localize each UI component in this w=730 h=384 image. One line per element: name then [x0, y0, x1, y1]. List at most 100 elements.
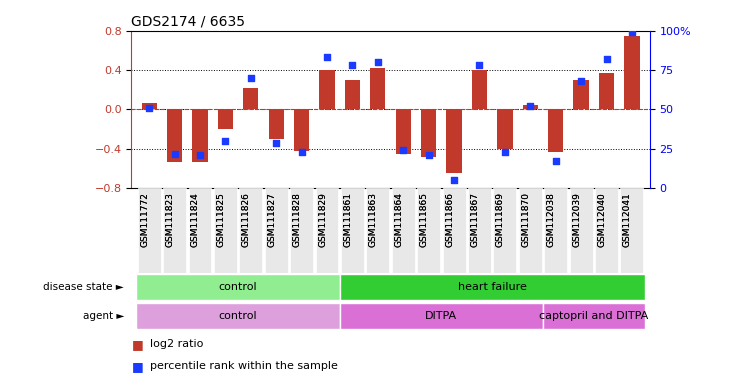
Point	[321, 55, 333, 61]
Text: GSM111772: GSM111772	[140, 192, 149, 247]
Text: GSM112040: GSM112040	[598, 192, 607, 247]
Point	[245, 75, 257, 81]
FancyBboxPatch shape	[164, 188, 186, 273]
Point	[448, 177, 460, 183]
FancyBboxPatch shape	[291, 188, 313, 273]
FancyBboxPatch shape	[339, 274, 645, 300]
Bar	[142, 103, 157, 109]
Text: GSM111864: GSM111864	[394, 192, 403, 247]
FancyBboxPatch shape	[620, 188, 643, 273]
Text: GSM112040: GSM112040	[598, 192, 607, 247]
Bar	[193, 109, 207, 162]
FancyBboxPatch shape	[366, 188, 389, 273]
FancyBboxPatch shape	[339, 303, 543, 329]
Text: control: control	[219, 311, 258, 321]
Text: GSM111866: GSM111866	[445, 192, 454, 247]
Bar	[294, 109, 310, 151]
Text: GSM111863: GSM111863	[369, 192, 378, 247]
Text: GSM111863: GSM111863	[369, 192, 378, 247]
Text: GSM111865: GSM111865	[420, 192, 429, 247]
Text: GSM111869: GSM111869	[496, 192, 505, 247]
FancyBboxPatch shape	[442, 188, 466, 273]
Text: control: control	[219, 282, 258, 292]
FancyBboxPatch shape	[468, 188, 491, 273]
Text: heart failure: heart failure	[458, 282, 526, 292]
FancyBboxPatch shape	[595, 188, 618, 273]
Text: ■: ■	[131, 360, 143, 373]
Bar	[167, 109, 182, 162]
Bar	[497, 109, 512, 149]
Point	[474, 62, 485, 68]
FancyBboxPatch shape	[137, 274, 339, 300]
Text: GSM111864: GSM111864	[394, 192, 403, 247]
Text: GSM111870: GSM111870	[521, 192, 530, 247]
Text: GSM111823: GSM111823	[166, 192, 174, 247]
Text: disease state ►: disease state ►	[43, 282, 124, 292]
Text: GSM111865: GSM111865	[420, 192, 429, 247]
FancyBboxPatch shape	[519, 188, 542, 273]
Text: GSM111829: GSM111829	[318, 192, 327, 247]
Point	[397, 147, 409, 154]
Bar	[472, 70, 487, 109]
Text: ■: ■	[131, 338, 143, 351]
Point	[169, 151, 180, 157]
Point	[499, 149, 511, 155]
Bar	[396, 109, 411, 154]
Text: GSM112038: GSM112038	[547, 192, 556, 247]
Bar	[574, 80, 588, 109]
Bar	[320, 70, 334, 109]
Text: captopril and DITPA: captopril and DITPA	[539, 311, 648, 321]
FancyBboxPatch shape	[569, 188, 593, 273]
Bar	[370, 68, 385, 109]
Text: GSM111867: GSM111867	[470, 192, 480, 247]
Text: GSM111824: GSM111824	[191, 192, 200, 247]
Text: GSM111825: GSM111825	[216, 192, 226, 247]
Text: agent ►: agent ►	[82, 311, 124, 321]
Point	[524, 103, 536, 109]
FancyBboxPatch shape	[315, 188, 339, 273]
Text: GSM111828: GSM111828	[293, 192, 301, 247]
Bar	[624, 36, 639, 109]
Text: GSM111826: GSM111826	[242, 192, 251, 247]
Point	[143, 105, 155, 111]
Text: GSM112041: GSM112041	[623, 192, 632, 247]
Text: GDS2174 / 6635: GDS2174 / 6635	[131, 14, 245, 28]
FancyBboxPatch shape	[239, 188, 262, 273]
Text: GSM112038: GSM112038	[547, 192, 556, 247]
Text: log2 ratio: log2 ratio	[150, 339, 203, 349]
Point	[575, 78, 587, 84]
Point	[423, 152, 434, 158]
Point	[372, 59, 384, 65]
FancyBboxPatch shape	[545, 188, 567, 273]
Text: GSM112039: GSM112039	[572, 192, 581, 247]
Point	[626, 29, 638, 35]
Bar	[243, 88, 258, 109]
Text: GSM112039: GSM112039	[572, 192, 581, 247]
Bar	[447, 109, 461, 174]
Text: GSM111823: GSM111823	[166, 192, 174, 247]
Bar	[548, 109, 564, 152]
FancyBboxPatch shape	[418, 188, 440, 273]
Text: GSM111861: GSM111861	[343, 192, 353, 247]
Text: GSM111861: GSM111861	[343, 192, 353, 247]
Bar	[421, 109, 437, 157]
FancyBboxPatch shape	[341, 188, 364, 273]
FancyBboxPatch shape	[188, 188, 212, 273]
Point	[270, 139, 282, 146]
Text: GSM111825: GSM111825	[216, 192, 226, 247]
Text: GSM111827: GSM111827	[267, 192, 276, 247]
Text: GSM111867: GSM111867	[470, 192, 480, 247]
Bar	[218, 109, 233, 129]
Text: GSM111772: GSM111772	[140, 192, 149, 247]
Text: GSM111869: GSM111869	[496, 192, 505, 247]
Text: GSM111870: GSM111870	[521, 192, 530, 247]
Bar	[599, 73, 614, 109]
FancyBboxPatch shape	[265, 188, 288, 273]
Text: percentile rank within the sample: percentile rank within the sample	[150, 361, 337, 371]
Bar	[345, 80, 360, 109]
Point	[601, 56, 612, 62]
FancyBboxPatch shape	[137, 303, 339, 329]
FancyBboxPatch shape	[543, 303, 645, 329]
Text: GSM111824: GSM111824	[191, 192, 200, 247]
Text: GSM112041: GSM112041	[623, 192, 632, 247]
